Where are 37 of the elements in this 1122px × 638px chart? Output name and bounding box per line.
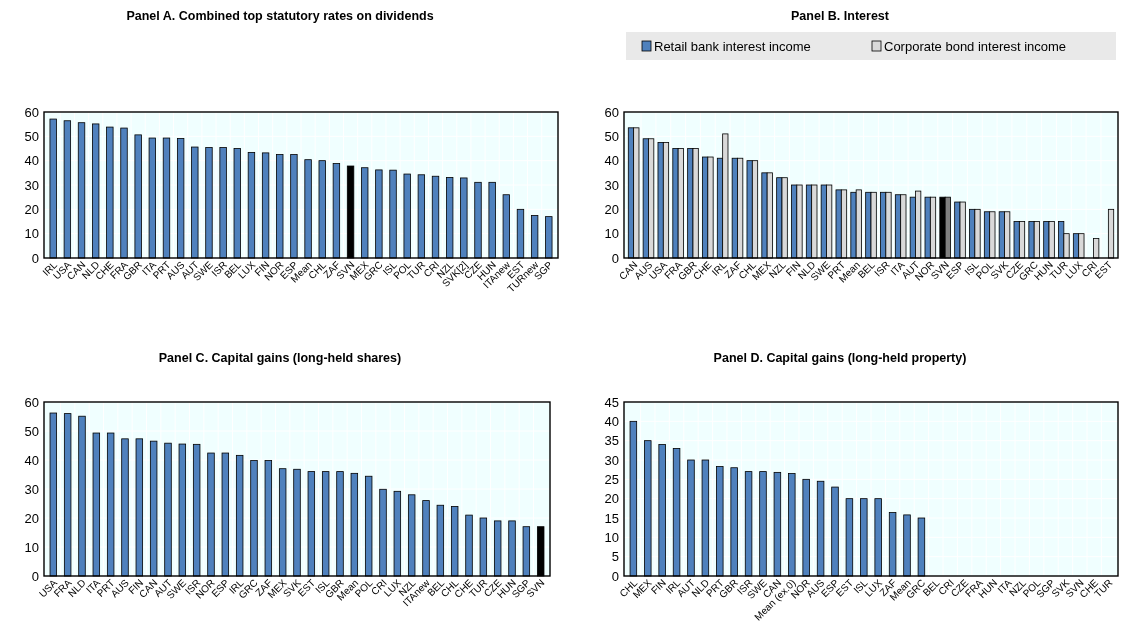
y-tick-label: 30 [24,177,39,193]
y-tick-label: 40 [604,413,619,429]
y-tick-label: 25 [604,471,619,487]
chart-title: Panel C. Capital gains (long-held shares) [158,351,402,365]
y-tick-label: 60 [24,394,39,410]
y-tick-label: 20 [24,510,39,526]
y-tick-label: 0 [31,568,39,584]
y-tick-label: 15 [604,510,619,526]
y-tick-label: 60 [604,104,619,120]
y-tick-label: 50 [24,423,39,439]
chart-title: Panel B. Interest [791,9,890,23]
legend-label: Corporate bond interest income [884,38,1067,54]
y-tick-label: 20 [604,491,619,507]
y-tick-label: 0 [31,250,39,266]
y-tick-label: 20 [604,201,619,217]
y-tick-label: 20 [24,201,39,217]
y-tick-label: 40 [24,153,39,169]
y-tick-label: 10 [604,226,619,242]
y-tick-label: 10 [604,529,619,545]
y-tick-label: 10 [24,539,39,555]
y-tick-label: 30 [604,452,619,468]
y-tick-label: 40 [604,153,619,169]
y-tick-label: 50 [24,128,39,144]
y-tick-label: 10 [24,226,39,242]
y-tick-label: 0 [611,250,619,266]
chart-title: Panel A. Combined top statutory rates on dividends [126,9,434,23]
y-tick-label: 45 [604,394,619,410]
chart-title: Panel D. Capital gains (long-held property) [713,351,967,365]
y-tick-label: 30 [604,177,619,193]
y-tick-label: 60 [24,104,39,120]
y-tick-label: 50 [604,128,619,144]
y-tick-label: 35 [604,433,619,449]
legend-label: Retail bank interest income [654,38,811,54]
y-tick-label: 40 [24,452,39,468]
y-tick-label: 0 [611,568,619,584]
y-tick-label: 30 [24,481,39,497]
y-tick-label: 5 [611,549,619,565]
